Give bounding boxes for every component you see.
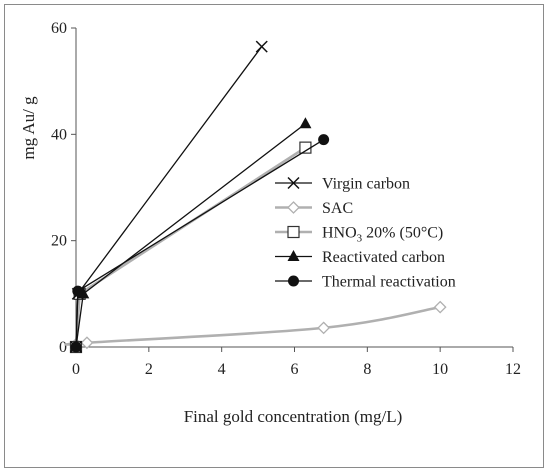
legend-item: Thermal reactivation: [275, 274, 456, 291]
x-tick-label: 4: [218, 361, 226, 378]
data-point: [433, 300, 447, 314]
marker-shape: [80, 336, 94, 350]
legend: Virgin carbon SAC HNO3 20% (50°C) Reactivat…: [275, 176, 456, 291]
series-line: [64, 305, 441, 346]
legend-marker: [287, 250, 300, 261]
legend-label: SAC: [322, 200, 353, 217]
series-line: [74, 146, 307, 348]
y-tick-label: 20: [51, 233, 67, 250]
marker-shape: [318, 134, 330, 146]
marker-stroke: [287, 176, 300, 190]
legend-label: Virgin carbon: [322, 176, 410, 193]
marker-shape: [299, 117, 312, 129]
marker-shape: [70, 341, 82, 353]
legend-marker: [288, 275, 299, 287]
y-tick-label: 40: [51, 126, 67, 143]
legend-label: Reactivated carbon: [322, 249, 445, 266]
x-tick-label: 2: [145, 361, 153, 378]
data-point: [70, 341, 82, 353]
legend-marker: [287, 225, 300, 239]
axes: 0 2 4 6 8 10 12 0 20 40 60: [51, 20, 521, 378]
data-point: [318, 134, 330, 146]
marker-shape: [287, 250, 300, 261]
legend-marker: [287, 176, 300, 190]
series-line: [75, 123, 306, 348]
marker-shape: [287, 201, 300, 214]
data-point: [80, 336, 94, 350]
series-thermal-reactivation: [70, 134, 330, 353]
data-point: [255, 40, 268, 53]
x-tick-label: 0: [72, 361, 80, 378]
legend-item: HNO3 20% (50°C): [275, 225, 443, 245]
legend-label: HNO3 20% (50°C): [322, 225, 443, 245]
legend-label: Thermal reactivation: [322, 274, 456, 291]
x-tick-label: 10: [432, 361, 448, 378]
chart-frame: [4, 4, 544, 468]
x-tick-label: 8: [363, 361, 371, 378]
y-axis-title: mg Au/ g: [19, 96, 38, 160]
y-tick-label: 0: [59, 339, 67, 356]
data-point: [299, 117, 312, 129]
marker-shape: [72, 285, 84, 297]
series-hno3-20-50-c-: [69, 141, 312, 354]
data-point: [317, 321, 331, 335]
series-layer: [64, 40, 447, 354]
marker-stroke: [255, 40, 268, 53]
series-reactivated-carbon: [70, 117, 312, 352]
series-line: [75, 46, 263, 348]
legend-item: Virgin carbon: [275, 176, 410, 193]
legend-item: Reactivated carbon: [275, 249, 445, 266]
x-axis-title: Final gold concentration (mg/L): [184, 407, 403, 426]
marker-shape: [433, 300, 447, 314]
legend-item: SAC: [275, 200, 353, 217]
data-point: [72, 285, 84, 297]
y-tick-label: 60: [51, 20, 67, 37]
series-virgin-carbon: [69, 40, 268, 354]
x-tick-label: 12: [505, 361, 521, 378]
legend-marker: [287, 201, 300, 214]
marker-shape: [317, 321, 331, 335]
x-tick-label: 6: [291, 361, 299, 378]
marker-shape: [287, 225, 300, 239]
series-line: [75, 139, 324, 348]
marker-shape: [288, 275, 299, 287]
series-sac: [64, 300, 447, 351]
